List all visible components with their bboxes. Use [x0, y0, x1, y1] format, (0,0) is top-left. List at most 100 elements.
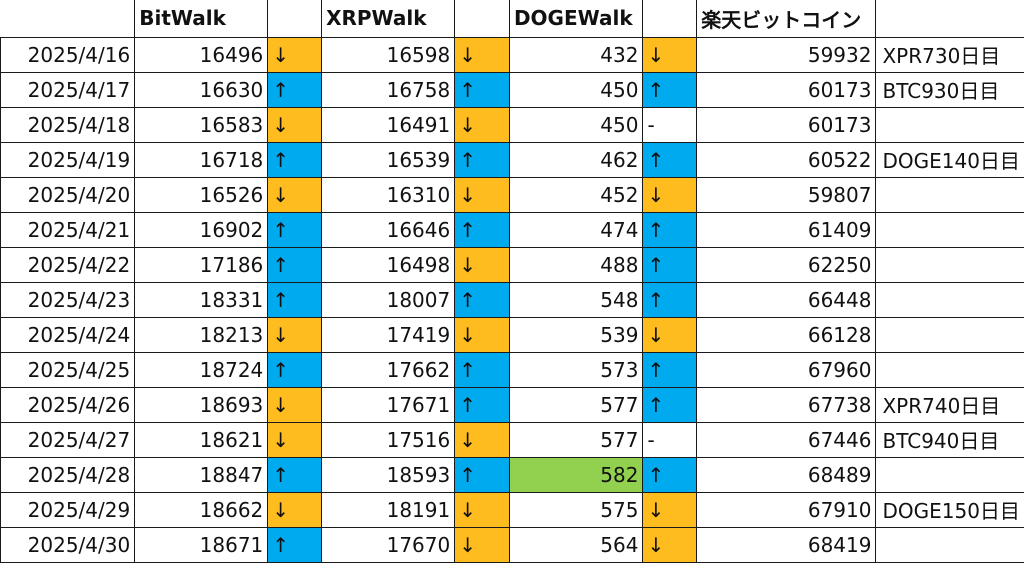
rakuten-cell[interactable]: 66128 [696, 316, 877, 353]
bitwalk-dir-cell[interactable]: ↓ [267, 316, 323, 353]
xrpwalk-cell[interactable]: 16646 [321, 211, 456, 248]
rakuten-cell[interactable]: 66448 [696, 281, 877, 318]
dogewalk-cell[interactable]: 564 [508, 526, 644, 563]
bitwalk-cell[interactable]: 18724 [134, 351, 269, 388]
xrpwalk-dir-cell[interactable]: ↓ [454, 526, 510, 563]
xrpwalk-dir-cell[interactable]: ↑ [454, 351, 510, 388]
dogewalk-dir-cell[interactable]: ↓ [642, 316, 698, 353]
note-cell[interactable] [875, 281, 1024, 318]
date-cell[interactable]: 2025/4/20 [0, 176, 136, 213]
rakuten-cell[interactable]: 60522 [696, 141, 877, 178]
bitwalk-cell[interactable]: 16496 [134, 36, 269, 73]
dogewalk-dir-cell[interactable]: - [642, 421, 698, 458]
bitwalk-cell[interactable]: 18331 [134, 281, 269, 318]
date-cell[interactable]: 2025/4/25 [0, 351, 136, 388]
bitwalk-dir-cell[interactable]: ↑ [267, 141, 323, 178]
dogewalk-cell[interactable]: 488 [508, 246, 644, 283]
xrpwalk-cell[interactable]: 16310 [321, 176, 456, 213]
rakuten-cell[interactable]: 67738 [696, 386, 877, 423]
dogewalk-dir-cell[interactable]: ↑ [642, 386, 698, 423]
rakuten-cell[interactable]: 60173 [696, 71, 877, 108]
bitwalk-cell[interactable]: 17186 [134, 246, 269, 283]
dogewalk-dir-cell[interactable]: ↓ [642, 36, 698, 73]
dogewalk-dir-cell[interactable]: ↑ [642, 141, 698, 178]
date-cell[interactable]: 2025/4/29 [0, 491, 136, 528]
bitwalk-cell[interactable]: 18213 [134, 316, 269, 353]
xrpwalk-dir-cell[interactable]: ↑ [454, 71, 510, 108]
xrpwalk-dir-cell[interactable]: ↓ [454, 106, 510, 143]
note-cell[interactable]: DOGE140日目 [875, 141, 1024, 178]
xrpwalk-cell[interactable]: 17671 [321, 386, 456, 423]
xrpwalk-dir-cell[interactable]: ↑ [454, 456, 510, 493]
xrpwalk-dir-cell[interactable]: ↓ [454, 421, 510, 458]
dogewalk-dir-cell[interactable]: ↑ [642, 281, 698, 318]
bitwalk-cell[interactable]: 18671 [134, 526, 269, 563]
xrpwalk-cell[interactable]: 16758 [321, 71, 456, 108]
note-cell[interactable]: DOGE150日目 [875, 491, 1024, 528]
rakuten-cell[interactable]: 61409 [696, 211, 877, 248]
xrpwalk-cell[interactable]: 17662 [321, 351, 456, 388]
date-cell[interactable]: 2025/4/30 [0, 526, 136, 563]
rakuten-cell[interactable]: 67960 [696, 351, 877, 388]
bitwalk-dir-cell[interactable]: ↑ [267, 211, 323, 248]
rakuten-cell[interactable]: 67910 [696, 491, 877, 528]
bitwalk-dir-cell[interactable]: ↓ [267, 36, 323, 73]
date-cell[interactable]: 2025/4/19 [0, 141, 136, 178]
date-cell[interactable]: 2025/4/16 [0, 36, 136, 73]
dogewalk-cell[interactable]: 432 [508, 36, 644, 73]
date-cell[interactable]: 2025/4/23 [0, 281, 136, 318]
bitwalk-dir-cell[interactable]: ↑ [267, 281, 323, 318]
xrpwalk-cell[interactable]: 16498 [321, 246, 456, 283]
xrpwalk-dir-cell[interactable]: ↑ [454, 141, 510, 178]
note-cell[interactable] [875, 106, 1024, 143]
note-cell[interactable] [875, 246, 1024, 283]
date-cell[interactable]: 2025/4/17 [0, 71, 136, 108]
note-cell[interactable] [875, 176, 1024, 213]
dogewalk-cell[interactable]: 450 [508, 106, 644, 143]
bitwalk-dir-cell[interactable]: ↑ [267, 71, 323, 108]
bitwalk-dir-cell[interactable]: ↓ [267, 106, 323, 143]
xrpwalk-dir-cell[interactable]: ↑ [454, 386, 510, 423]
rakuten-cell[interactable]: 67446 [696, 421, 877, 458]
xrpwalk-dir-cell[interactable]: ↓ [454, 36, 510, 73]
bitwalk-dir-cell[interactable]: ↓ [267, 386, 323, 423]
bitwalk-cell[interactable]: 18847 [134, 456, 269, 493]
dogewalk-cell[interactable]: 577 [508, 421, 644, 458]
xrpwalk-dir-cell[interactable]: ↓ [454, 176, 510, 213]
note-cell[interactable]: BTC940日目 [875, 421, 1024, 458]
rakuten-cell[interactable]: 59932 [696, 36, 877, 73]
dogewalk-cell[interactable]: 450 [508, 71, 644, 108]
dogewalk-dir-cell[interactable]: ↑ [642, 71, 698, 108]
date-cell[interactable]: 2025/4/28 [0, 456, 136, 493]
bitwalk-dir-cell[interactable]: ↓ [267, 176, 323, 213]
date-cell[interactable]: 2025/4/24 [0, 316, 136, 353]
bitwalk-dir-cell[interactable]: ↓ [267, 421, 323, 458]
dogewalk-cell[interactable]: 573 [508, 351, 644, 388]
xrpwalk-cell[interactable]: 17670 [321, 526, 456, 563]
bitwalk-cell[interactable]: 16526 [134, 176, 269, 213]
xrpwalk-cell[interactable]: 16539 [321, 141, 456, 178]
note-cell[interactable] [875, 456, 1024, 493]
note-cell[interactable]: XPR740日目 [875, 386, 1024, 423]
dogewalk-dir-cell[interactable]: ↓ [642, 526, 698, 563]
bitwalk-cell[interactable]: 16902 [134, 211, 269, 248]
xrpwalk-cell[interactable]: 16491 [321, 106, 456, 143]
dogewalk-cell[interactable]: 548 [508, 281, 644, 318]
xrpwalk-cell[interactable]: 18191 [321, 491, 456, 528]
dogewalk-cell[interactable]: 577 [508, 386, 644, 423]
rakuten-cell[interactable]: 59807 [696, 176, 877, 213]
xrpwalk-dir-cell[interactable]: ↓ [454, 316, 510, 353]
bitwalk-cell[interactable]: 18621 [134, 421, 269, 458]
bitwalk-dir-cell[interactable]: ↑ [267, 526, 323, 563]
note-cell[interactable]: XPR730日目 [875, 36, 1024, 73]
dogewalk-cell[interactable]: 539 [508, 316, 644, 353]
date-cell[interactable]: 2025/4/18 [0, 106, 136, 143]
xrpwalk-cell[interactable]: 16598 [321, 36, 456, 73]
dogewalk-cell[interactable]: 462 [508, 141, 644, 178]
note-cell[interactable] [875, 211, 1024, 248]
dogewalk-dir-cell[interactable]: ↑ [642, 246, 698, 283]
date-cell[interactable]: 2025/4/27 [0, 421, 136, 458]
rakuten-cell[interactable]: 68419 [696, 526, 877, 563]
rakuten-cell[interactable]: 62250 [696, 246, 877, 283]
rakuten-cell[interactable]: 60173 [696, 106, 877, 143]
